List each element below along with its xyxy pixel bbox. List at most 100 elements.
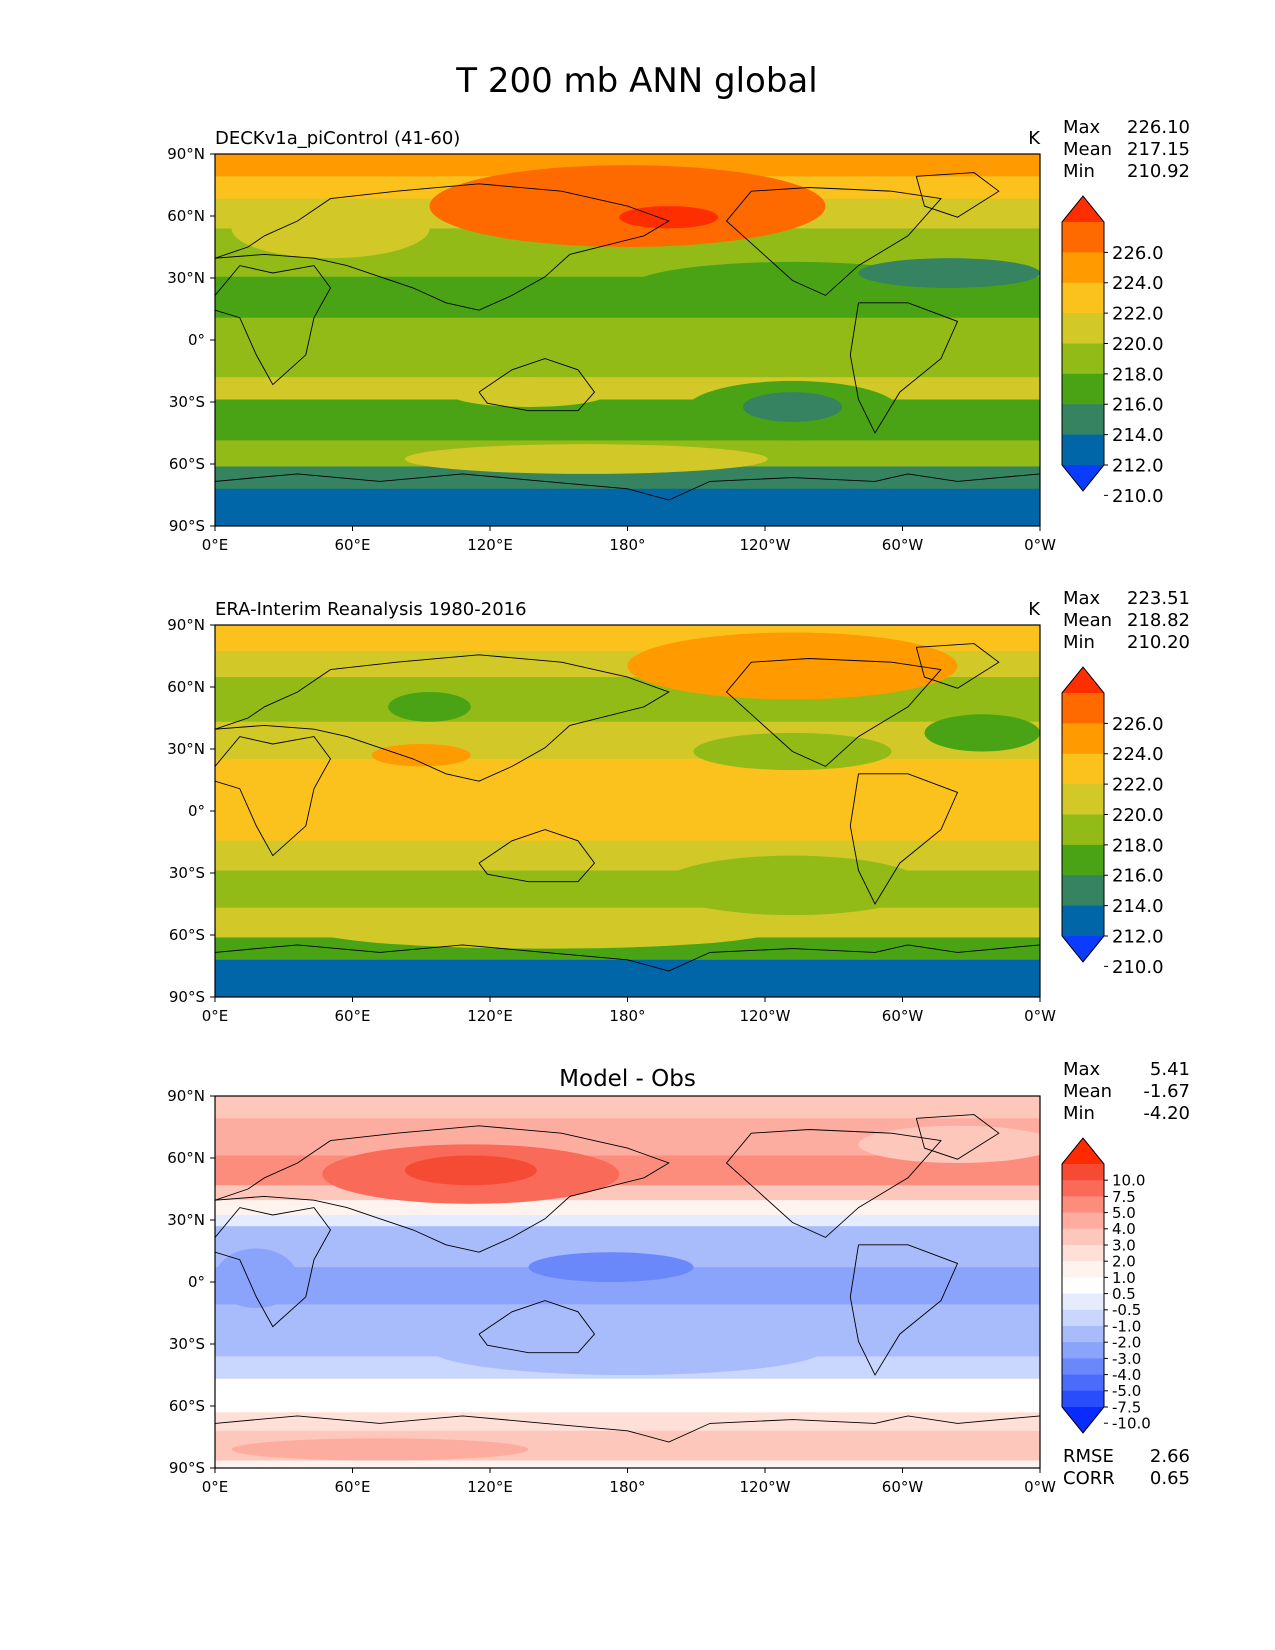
colorbar-bin xyxy=(1062,282,1104,314)
coastline xyxy=(215,1415,1040,1443)
x-tick-label: 120°W xyxy=(740,1007,791,1025)
contour-band xyxy=(215,758,1040,842)
x-tick-label: 180° xyxy=(609,1478,645,1496)
colorbar-bin xyxy=(1062,844,1104,876)
colorbar-label: 7.5 xyxy=(1112,1188,1136,1206)
colorbar-label: 220.0 xyxy=(1112,334,1164,355)
stat-label: Max xyxy=(1063,117,1101,138)
stat-label: Mean xyxy=(1063,139,1112,160)
colorbar-label: 4.0 xyxy=(1112,1220,1136,1238)
colorbar-label: 222.0 xyxy=(1112,304,1164,325)
colorbar-label: 226.0 xyxy=(1112,714,1164,735)
coastline xyxy=(725,1129,942,1238)
y-tick-label: 0° xyxy=(188,1273,205,1291)
contour-region xyxy=(404,1389,702,1413)
y-tick-label: 60°N xyxy=(167,1149,205,1167)
stat-value: 2.66 xyxy=(1150,1446,1190,1467)
colorbar-bin xyxy=(1062,1342,1104,1359)
coastline xyxy=(915,643,1000,689)
stat-label: Min xyxy=(1063,632,1095,653)
y-tick-label: 90°S xyxy=(169,1459,205,1477)
colorbar-label: 222.0 xyxy=(1112,775,1164,796)
colorbar-label: 218.0 xyxy=(1112,364,1164,385)
units-label: K xyxy=(1028,128,1041,149)
coastline xyxy=(849,302,959,434)
contour-region xyxy=(371,744,471,767)
contour-band xyxy=(215,1215,1040,1227)
contour-region xyxy=(388,691,471,722)
contour-band xyxy=(215,317,1040,378)
x-tick-label: 60°E xyxy=(334,1478,370,1496)
contour-region xyxy=(660,855,925,916)
map-obs xyxy=(215,625,1040,997)
coastline xyxy=(215,736,332,857)
y-tick-label: 30°S xyxy=(169,1335,205,1353)
coastline xyxy=(725,187,942,296)
contour-region xyxy=(314,911,776,949)
x-tick-label: 0°E xyxy=(202,1007,229,1025)
coastline xyxy=(478,1300,596,1354)
contour-region xyxy=(858,258,1040,288)
units-label: K xyxy=(1028,599,1041,620)
colorbar-label: 210.0 xyxy=(1112,486,1164,507)
coastline xyxy=(215,183,670,311)
stat-label: Max xyxy=(1063,1059,1101,1080)
coastline xyxy=(215,944,1040,972)
colorbar-bin xyxy=(1062,222,1104,253)
y-tick-label: 60°S xyxy=(169,1397,205,1415)
y-tick-label: 30°S xyxy=(169,393,205,411)
colorbar-bin xyxy=(1062,1374,1104,1392)
x-tick-label: 0°E xyxy=(202,536,229,554)
colorbar-extend-min xyxy=(1062,936,1104,962)
stat-value: 5.41 xyxy=(1150,1059,1190,1080)
colorbar-label: 210.0 xyxy=(1112,957,1164,978)
stat-label: CORR xyxy=(1063,1468,1115,1489)
y-tick-label: 30°N xyxy=(167,269,205,287)
y-tick-label: 0° xyxy=(188,802,205,820)
colorbar-label: 214.0 xyxy=(1112,896,1164,917)
colorbar-label: -2.0 xyxy=(1112,1334,1141,1352)
contour-band xyxy=(215,959,1040,997)
y-tick-label: 60°N xyxy=(167,678,205,696)
stat-value: -4.20 xyxy=(1143,1103,1190,1124)
contour-band xyxy=(215,466,1040,490)
colorbar: 226.0 224.0 222.0 220.0 218.0 216.0 214.0 212.0… xyxy=(1061,195,1164,507)
colorbar: 10.07.55.04.03.02.01.00.5-0.5-1.0-2.0-3.… xyxy=(1061,1137,1151,1434)
contour-region xyxy=(627,632,958,700)
contour-band xyxy=(215,1412,1040,1432)
colorbar-label: 226.0 xyxy=(1112,243,1164,264)
x-tick-label: 120°E xyxy=(467,536,513,554)
coastline xyxy=(849,1244,959,1376)
colorbar-label: -5.0 xyxy=(1112,1382,1141,1400)
contour-region xyxy=(404,1155,537,1186)
contour-region xyxy=(215,1248,298,1309)
contour-band xyxy=(215,1460,1040,1468)
stat-label: Min xyxy=(1063,161,1095,182)
colorbar-label: 3.0 xyxy=(1112,1236,1136,1254)
colorbar-bin xyxy=(1062,1390,1104,1408)
x-tick-label: 120°W xyxy=(740,1478,791,1496)
x-tick-label: 0°W xyxy=(1024,1007,1056,1025)
colorbar-label: 212.0 xyxy=(1112,455,1164,476)
colorbar-bin xyxy=(1062,1358,1104,1375)
contour-region xyxy=(743,392,842,422)
colorbar-extend-max xyxy=(1062,196,1104,222)
colorbar-label: 5.0 xyxy=(1112,1204,1136,1222)
y-tick-label: 60°N xyxy=(167,207,205,225)
coastline xyxy=(215,654,670,782)
y-tick-label: 0° xyxy=(188,331,205,349)
x-tick-label: 60°E xyxy=(334,1007,370,1025)
colorbar-label: 224.0 xyxy=(1112,273,1164,294)
colorbar-extend-max xyxy=(1062,667,1104,693)
x-tick-label: 120°E xyxy=(467,1478,513,1496)
colorbar-bin xyxy=(1062,1180,1104,1197)
colorbar-bin xyxy=(1062,313,1104,344)
coastline xyxy=(849,773,959,905)
colorbar-bin xyxy=(1062,814,1104,846)
colorbar-bin xyxy=(1062,693,1104,724)
stat-label: Mean xyxy=(1063,1081,1112,1102)
colorbar-bin xyxy=(1062,1277,1104,1294)
colorbar-label: 212.0 xyxy=(1112,926,1164,947)
colorbar-bin xyxy=(1062,434,1104,466)
